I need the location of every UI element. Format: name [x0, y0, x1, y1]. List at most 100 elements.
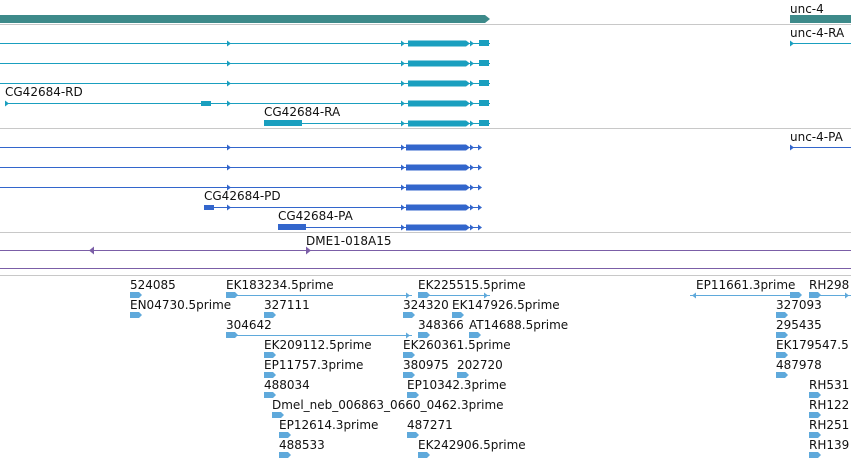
transcript-exon[interactable] — [227, 100, 231, 107]
protein-segment[interactable] — [227, 164, 231, 171]
protein-segment[interactable] — [790, 144, 794, 151]
est-feature[interactable] — [809, 452, 821, 458]
est-feature[interactable] — [264, 312, 276, 318]
est-feature[interactable] — [692, 292, 696, 299]
transcript-exon[interactable] — [470, 60, 474, 67]
est-feature[interactable] — [403, 372, 415, 378]
est-feature[interactable] — [272, 412, 284, 418]
est-feature[interactable] — [484, 292, 488, 299]
transcript-exon[interactable] — [470, 120, 474, 127]
transcript-exon[interactable] — [479, 100, 489, 106]
transcript-exon[interactable] — [227, 80, 231, 87]
protein-segment[interactable] — [406, 184, 470, 191]
est-feature[interactable] — [457, 372, 469, 378]
est-feature[interactable] — [845, 292, 849, 299]
protein-segment[interactable] — [401, 144, 405, 151]
protein-segment[interactable] — [401, 184, 405, 191]
est-feature[interactable] — [407, 432, 419, 438]
protein-segment[interactable] — [227, 144, 231, 151]
transcript-exon[interactable] — [401, 100, 405, 107]
est-label: EK242906.5prime — [418, 438, 526, 452]
transcript-exon[interactable] — [401, 80, 405, 87]
protein-segment[interactable] — [470, 144, 474, 151]
est-feature[interactable] — [452, 312, 464, 318]
est-feature[interactable] — [418, 332, 430, 338]
est-feature[interactable] — [469, 332, 481, 338]
est-feature[interactable] — [406, 292, 410, 299]
transcript-exon[interactable] — [264, 120, 302, 126]
est-label: 324320 — [403, 298, 449, 312]
protein-segment[interactable] — [401, 204, 405, 211]
est-feature[interactable] — [406, 332, 410, 339]
est-feature[interactable] — [279, 452, 291, 458]
transcript-exon[interactable] — [790, 40, 794, 47]
est-feature[interactable] — [809, 432, 821, 438]
transcript-exon[interactable] — [227, 40, 231, 47]
gene-feature[interactable] — [790, 15, 851, 23]
protein-segment[interactable] — [406, 224, 470, 231]
transcript-exon[interactable] — [401, 40, 405, 47]
est-feature[interactable] — [407, 392, 419, 398]
protein-segment[interactable] — [204, 205, 214, 210]
est-feature[interactable] — [264, 352, 276, 358]
protein-segment[interactable] — [478, 164, 482, 171]
est-feature[interactable] — [809, 292, 821, 298]
transcript-exon[interactable] — [408, 40, 470, 47]
transcript-exon[interactable] — [479, 120, 489, 126]
est-label: 488533 — [279, 438, 325, 452]
transcript-exon[interactable] — [470, 80, 474, 87]
est-feature[interactable] — [226, 292, 238, 298]
protein-segment[interactable] — [401, 164, 405, 171]
transcript-exon[interactable] — [408, 80, 470, 87]
transcript-exon[interactable] — [479, 60, 489, 66]
est-label: EP10342.3prime — [407, 378, 507, 392]
est-feature[interactable] — [776, 332, 788, 338]
est-feature[interactable] — [776, 372, 788, 378]
est-feature[interactable] — [403, 312, 415, 318]
protein-segment[interactable] — [470, 204, 474, 211]
protein-segment[interactable] — [227, 204, 231, 211]
est-feature[interactable] — [776, 352, 788, 358]
est-feature[interactable] — [809, 392, 821, 398]
protein-segment[interactable] — [478, 184, 482, 191]
protein-segment[interactable] — [470, 184, 474, 191]
est-feature[interactable] — [264, 392, 276, 398]
transcript-exon[interactable] — [201, 101, 211, 106]
clone-end[interactable] — [89, 246, 94, 255]
est-feature[interactable] — [403, 352, 415, 358]
est-feature[interactable] — [418, 292, 430, 298]
protein-segment[interactable] — [478, 144, 482, 151]
transcript-exon[interactable] — [227, 60, 231, 67]
est-feature[interactable] — [790, 292, 802, 298]
gene-feature[interactable] — [0, 15, 490, 23]
protein-segment[interactable] — [406, 204, 470, 211]
est-feature[interactable] — [130, 292, 142, 298]
protein-segment[interactable] — [406, 164, 470, 171]
est-feature[interactable] — [130, 312, 142, 318]
transcript-exon[interactable] — [401, 60, 405, 67]
protein-segment[interactable] — [470, 224, 474, 231]
est-feature[interactable] — [264, 372, 276, 378]
transcript-exon[interactable] — [408, 100, 470, 107]
transcript-exon[interactable] — [470, 100, 474, 107]
transcript-exon[interactable] — [408, 120, 470, 127]
est-feature[interactable] — [776, 312, 788, 318]
protein-segment[interactable] — [278, 224, 306, 230]
protein-segment[interactable] — [478, 224, 482, 231]
protein-segment[interactable] — [401, 224, 405, 231]
clone-end[interactable] — [306, 246, 311, 255]
transcript-exon[interactable] — [5, 100, 9, 107]
protein-segment[interactable] — [406, 144, 470, 151]
transcript-exon[interactable] — [408, 60, 470, 67]
est-feature[interactable] — [279, 432, 291, 438]
transcript-exon[interactable] — [479, 80, 489, 86]
est-feature[interactable] — [226, 332, 238, 338]
protein-segment[interactable] — [478, 204, 482, 211]
est-feature[interactable] — [809, 412, 821, 418]
transcript-exon[interactable] — [401, 120, 405, 127]
transcript-exon[interactable] — [479, 40, 489, 46]
protein-segment[interactable] — [470, 164, 474, 171]
est-feature[interactable] — [418, 452, 430, 458]
transcript-exon[interactable] — [470, 40, 474, 47]
protein-segment[interactable] — [227, 184, 231, 191]
